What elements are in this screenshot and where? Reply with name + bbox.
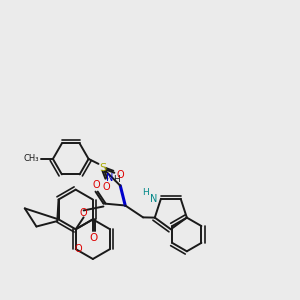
- Text: O: O: [90, 233, 98, 243]
- Text: O: O: [80, 208, 87, 218]
- Text: CH₃: CH₃: [23, 154, 39, 164]
- Text: O: O: [116, 170, 124, 180]
- Text: S: S: [99, 163, 106, 173]
- Text: O: O: [93, 180, 100, 190]
- Text: O: O: [103, 182, 110, 192]
- Text: N: N: [106, 173, 113, 183]
- Text: H: H: [142, 188, 148, 197]
- Text: H: H: [113, 175, 120, 184]
- Text: O: O: [75, 244, 82, 254]
- Text: N: N: [150, 194, 158, 204]
